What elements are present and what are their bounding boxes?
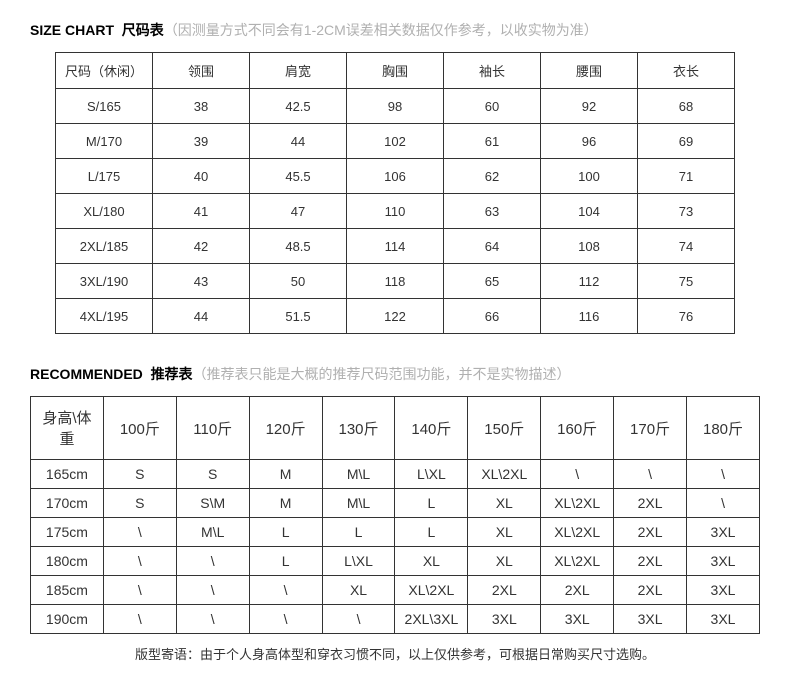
table-row: 3XL/19043501186511275 [56, 264, 735, 299]
table-row: 180cm\\LL\XLXLXLXL\2XL2XL3XL [31, 547, 760, 576]
col-header: 尺码（休闲） [56, 53, 153, 89]
recommended-table: 身高\体重 100斤 110斤 120斤 130斤 140斤 150斤 160斤… [30, 396, 760, 634]
col-header: 腰围 [541, 53, 638, 89]
recommended-footnote: 版型寄语：由于个人身高体型和穿衣习惯不同，以上仅供参考，可根据日常购买尺寸选购。 [30, 644, 760, 663]
col-header: 领围 [153, 53, 250, 89]
col-header: 胸围 [347, 53, 444, 89]
col-header: 120斤 [249, 397, 322, 460]
col-header: 180斤 [687, 397, 760, 460]
table-row: L/1754045.51066210071 [56, 159, 735, 194]
col-header: 110斤 [176, 397, 249, 460]
table-header-row: 尺码（休闲） 领围 肩宽 胸围 袖长 腰围 衣长 [56, 53, 735, 89]
table-row: 2XL/1854248.51146410874 [56, 229, 735, 264]
size-chart-title: SIZE CHART 尺码表（因测量方式不同会有1-2CM误差相关数据仅作参考，… [30, 20, 760, 40]
table-row: M/1703944102619669 [56, 124, 735, 159]
table-row: 175cm\M\LLLLXLXL\2XL2XL3XL [31, 518, 760, 547]
col-header: 160斤 [541, 397, 614, 460]
table-row: 190cm\\\\2XL\3XL3XL3XL3XL3XL [31, 605, 760, 634]
size-chart-table: 尺码（休闲） 领围 肩宽 胸围 袖长 腰围 衣长 S/1653842.59860… [55, 52, 735, 334]
recommended-title-en: RECOMMENDED [30, 366, 143, 382]
table-row: 170cmSS\MMM\LLXLXL\2XL2XL\ [31, 489, 760, 518]
size-chart-note: （因测量方式不同会有1-2CM误差相关数据仅作参考，以收实物为准） [164, 22, 598, 38]
col-header: 衣长 [638, 53, 735, 89]
table-row: 4XL/1954451.51226611676 [56, 299, 735, 334]
col-header: 肩宽 [250, 53, 347, 89]
size-chart-title-cn: 尺码表 [122, 22, 164, 38]
recommended-title: RECOMMENDED 推荐表（推荐表只能是大概的推荐尺码范围功能，并不是实物描… [30, 364, 760, 384]
table-row: 185cm\\\XLXL\2XL2XL2XL2XL3XL [31, 576, 760, 605]
recommended-title-cn: 推荐表 [151, 366, 193, 382]
col-header: 身高\体重 [31, 397, 104, 460]
col-header: 130斤 [322, 397, 395, 460]
recommended-note: （推荐表只能是大概的推荐尺码范围功能，并不是实物描述） [193, 366, 571, 382]
table-row: 165cmSSMM\LL\XLXL\2XL\\\ [31, 460, 760, 489]
size-chart-title-en: SIZE CHART [30, 22, 114, 38]
col-header: 袖长 [444, 53, 541, 89]
col-header: 170斤 [614, 397, 687, 460]
col-header: 150斤 [468, 397, 541, 460]
col-header: 140斤 [395, 397, 468, 460]
table-row: XL/18041471106310473 [56, 194, 735, 229]
col-header: 100斤 [103, 397, 176, 460]
table-header-row: 身高\体重 100斤 110斤 120斤 130斤 140斤 150斤 160斤… [31, 397, 760, 460]
table-row: S/1653842.598609268 [56, 89, 735, 124]
